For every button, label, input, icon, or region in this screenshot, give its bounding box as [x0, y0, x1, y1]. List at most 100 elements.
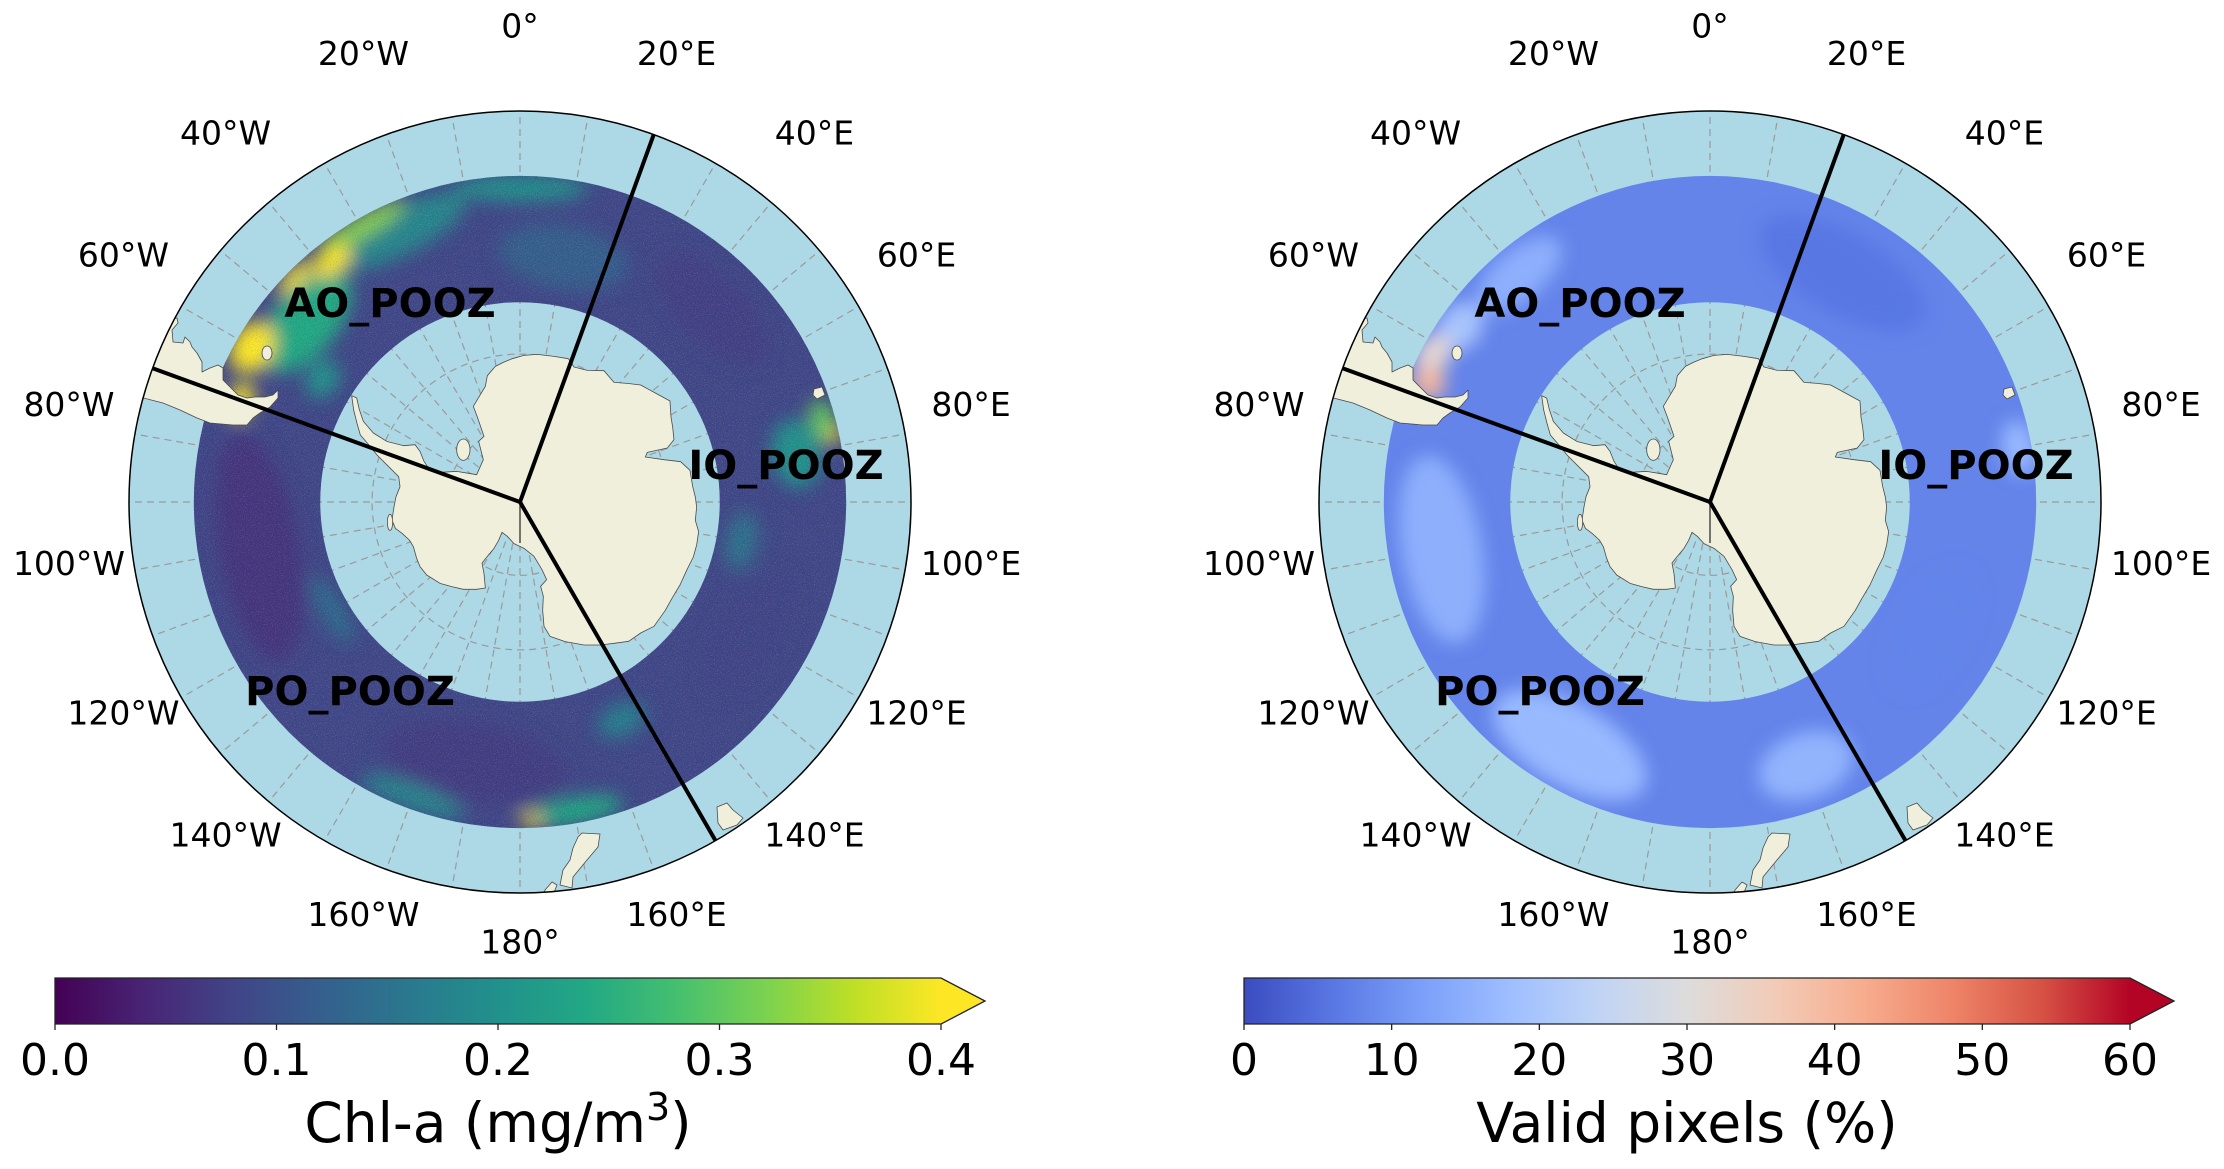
longitude-label: 160°W	[1497, 895, 1609, 934]
colorbar-tick-label: 0.1	[242, 1035, 312, 1086]
colorbar-tick-label: 0.4	[906, 1035, 976, 1086]
region-label-io-pooz: IO_POOZ	[1878, 443, 2073, 489]
data-patches	[1398, 215, 2036, 801]
land-tasmania	[716, 802, 744, 831]
longitude-label: 160°E	[626, 895, 726, 934]
region-label-ao-pooz: AO_POOZ	[284, 281, 495, 327]
sector-boundary-line	[151, 366, 521, 504]
land-new-zealand-south	[1749, 832, 1791, 889]
longitude-label: 100°E	[921, 544, 1021, 583]
sector-boundary-line	[518, 133, 656, 503]
longitude-label: 100°E	[2111, 544, 2211, 583]
colorbar-tick-label: 0.0	[20, 1035, 90, 1086]
colorbar-extend-arrow	[2130, 978, 2174, 1024]
colorbar-label-main: Chl-a (mg/m	[304, 1091, 646, 1155]
colorbar-chlorophyll: 0.0 0.1 0.2 0.3 0.4	[20, 977, 987, 1086]
colorbar-tick-label: 40	[1807, 1035, 1863, 1086]
region-label-io-pooz: IO_POOZ	[688, 443, 883, 489]
map-frame	[1318, 110, 2102, 894]
colorbar-tick-label: 0.3	[685, 1035, 755, 1086]
longitude-label: 20°E	[637, 34, 716, 73]
data-patch	[1888, 569, 1976, 691]
colorbar-valid-pixels: 0 10 20 30 40 50 60	[1230, 977, 2176, 1086]
longitude-label: 40°E	[1965, 114, 2044, 153]
sector-boundary-line	[518, 500, 718, 842]
colorbar-tick-label: 0	[1230, 1035, 1258, 1086]
colorbar-label-superscript: 3	[646, 1085, 670, 1129]
map-frame	[128, 110, 912, 894]
colorbar-tick-label: 10	[1364, 1035, 1420, 1086]
longitude-label: 120°W	[1257, 694, 1369, 733]
data-patch	[2001, 420, 2036, 475]
map-valid-pixels: 0° 20°W 20°E 40°W 40°E 60°W 60°E 80°W 80°E 100°W 1…	[1203, 7, 2211, 962]
data-patch	[1759, 215, 1925, 331]
data-patch	[1758, 730, 1854, 801]
longitude-label: 140°W	[1360, 815, 1472, 854]
colorbar-label-end: )	[670, 1091, 691, 1155]
longitude-label: 40°W	[1370, 114, 1461, 153]
land-tasmania	[1906, 802, 1934, 831]
longitude-label: 20°E	[1827, 34, 1906, 73]
colorbar-tick-label: 60	[2102, 1035, 2158, 1086]
longitude-label: 180°	[1670, 923, 1750, 962]
longitude-label: 80°E	[2121, 385, 2200, 424]
colorbar-outline	[54, 977, 987, 1025]
longitude-label: 100°W	[13, 544, 125, 583]
longitude-label: 100°W	[1203, 544, 1315, 583]
land-kerguelen	[812, 386, 826, 400]
longitude-label: 160°W	[307, 895, 419, 934]
region-label-ao-pooz: AO_POOZ	[1474, 281, 1685, 327]
data-patch	[1437, 302, 1483, 352]
longitude-label: 120°E	[866, 694, 966, 733]
longitude-label: 80°E	[931, 385, 1010, 424]
colorbar-bar	[1244, 978, 2130, 1024]
data-patch	[1398, 455, 1485, 644]
longitude-label: 80°W	[1213, 385, 1304, 424]
colorbar-tick-label: 50	[1954, 1035, 2010, 1086]
longitude-label: 140°E	[764, 815, 864, 854]
longitude-label: 180°	[480, 923, 560, 962]
colorbar-extend-arrow	[941, 978, 985, 1024]
colorbar-label-chlorophyll: Chl-a (mg/m3)	[304, 1085, 691, 1155]
land-kerguelen	[2002, 386, 2016, 400]
map-body	[129, 111, 911, 893]
land-antarctica	[1541, 353, 1890, 646]
land-alexander-island	[1576, 513, 1584, 531]
map-chlorophyll: 0° 20°W 20°E 40°W 40°E 60°W 60°E 80°W 80°E 100°W 1…	[13, 7, 1021, 962]
data-patch	[1492, 689, 1647, 801]
longitude-label: 60°W	[1268, 236, 1359, 275]
region-label-po-pooz: PO_POOZ	[1435, 669, 1645, 715]
longitude-label: 40°W	[180, 114, 271, 153]
data-patch	[1476, 236, 1562, 313]
land-alexander-island	[386, 513, 394, 531]
longitude-label: 20°W	[318, 34, 409, 73]
longitude-label: 120°W	[67, 694, 179, 733]
longitude-label: 140°W	[170, 815, 282, 854]
longitude-label: 0°	[1691, 7, 1729, 46]
longitude-label: 60°E	[877, 236, 956, 275]
longitude-label: 160°E	[1816, 895, 1916, 934]
longitude-label: 0°	[501, 7, 539, 46]
land-berkner-island	[456, 438, 471, 461]
land-new-zealand-south	[559, 832, 601, 889]
longitude-label: 60°E	[2067, 236, 2146, 275]
colorbar-tick-label: 20	[1511, 1035, 1567, 1086]
land-berkner-island	[1646, 438, 1661, 461]
land-antarctica	[351, 353, 700, 646]
sector-boundary-line	[1708, 500, 1908, 842]
land-falkland-islands	[1451, 345, 1463, 361]
sector-boundary-line	[1341, 366, 1711, 504]
longitude-label: 20°W	[1508, 34, 1599, 73]
land-falkland-islands	[261, 345, 273, 361]
colorbar-label-valid-pixels: Valid pixels (%)	[1476, 1091, 1898, 1155]
region-label-po-pooz: PO_POOZ	[245, 669, 455, 715]
longitude-label: 140°E	[1954, 815, 2054, 854]
longitude-label: 60°W	[78, 236, 169, 275]
map-body	[1319, 111, 2101, 893]
longitude-label: 40°E	[775, 114, 854, 153]
colorbar-tick-label: 0.2	[463, 1035, 533, 1086]
longitude-label: 80°W	[23, 385, 114, 424]
colorbar-outline	[1243, 977, 2176, 1025]
longitude-label: 120°E	[2056, 694, 2156, 733]
